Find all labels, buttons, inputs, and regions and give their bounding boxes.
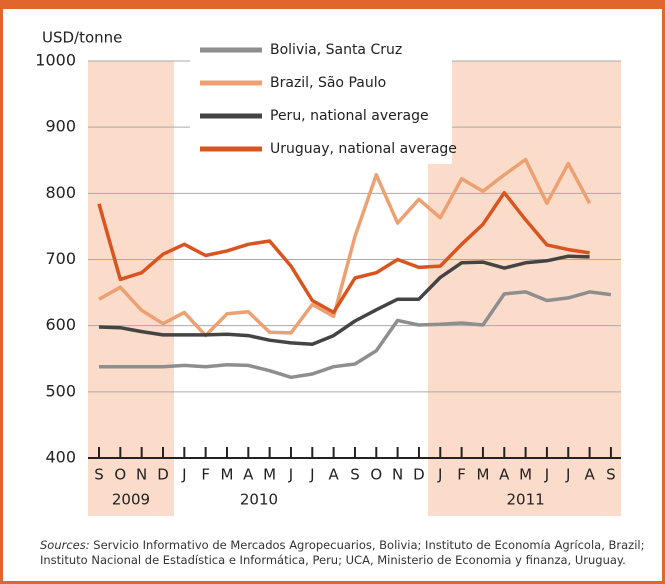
y-tick-label: 900 bbox=[45, 117, 76, 136]
x-tick-label: S bbox=[350, 466, 360, 484]
year-label: 2009 bbox=[112, 491, 150, 509]
x-tick-label: J bbox=[309, 466, 314, 484]
x-tick-label: A bbox=[243, 466, 254, 484]
year-label: 2011 bbox=[507, 491, 545, 509]
x-tick-label: J bbox=[288, 466, 293, 484]
footnote-label: Sources: bbox=[40, 538, 90, 552]
x-tick-label: A bbox=[499, 466, 510, 484]
legend bbox=[190, 36, 452, 164]
series-line bbox=[98, 157, 592, 338]
x-tick-label: M bbox=[476, 466, 489, 484]
series-line bbox=[98, 254, 590, 346]
x-tick-label: J bbox=[437, 466, 442, 484]
y-tick-label: 1000 bbox=[35, 51, 76, 70]
shade-2009 bbox=[88, 61, 174, 516]
x-tick-label: O bbox=[370, 466, 382, 484]
footnote: Sources: Servicio Informativo de Mercado… bbox=[40, 538, 652, 568]
x-tick-label: N bbox=[392, 466, 403, 484]
x-tick-label: M bbox=[263, 466, 276, 484]
legend-label: Uruguay, national average bbox=[270, 141, 457, 157]
top-band bbox=[0, 0, 665, 9]
y-axis-label: USD/tonne bbox=[42, 29, 122, 47]
y-tick-label: 600 bbox=[45, 315, 76, 334]
legend-label: Peru, national average bbox=[270, 108, 429, 124]
legend-label: Bolivia, Santa Cruz bbox=[270, 42, 402, 58]
x-tick-label: A bbox=[328, 466, 339, 484]
x-tick-label: N bbox=[136, 466, 147, 484]
x-tick-label: J bbox=[544, 466, 549, 484]
x-tick-label: F bbox=[201, 466, 210, 484]
shade-2011 bbox=[428, 61, 621, 516]
x-tick-label: D bbox=[413, 466, 425, 484]
x-tick-label: S bbox=[606, 466, 616, 484]
year-label: 2010 bbox=[240, 491, 278, 509]
x-tick-label: A bbox=[584, 466, 595, 484]
footnote-text: Servicio Informativo de Mercados Agropec… bbox=[40, 538, 645, 567]
series-line bbox=[99, 290, 612, 380]
x-tick-label: J bbox=[565, 466, 570, 484]
x-tick-label: D bbox=[157, 466, 169, 484]
legend-label: Brazil, São Paulo bbox=[270, 75, 386, 91]
x-tick-label: S bbox=[94, 466, 104, 484]
y-tick-label: 800 bbox=[45, 183, 76, 202]
y-tick-label: 500 bbox=[45, 381, 76, 400]
x-tick-label: J bbox=[181, 466, 186, 484]
y-tick-label: 400 bbox=[45, 448, 76, 467]
x-tick-label: F bbox=[457, 466, 466, 484]
series-line bbox=[97, 190, 590, 315]
x-tick-label: M bbox=[221, 466, 234, 484]
x-tick-label: M bbox=[519, 466, 532, 484]
x-tick-label: O bbox=[114, 466, 126, 484]
y-tick-label: 700 bbox=[45, 249, 76, 268]
